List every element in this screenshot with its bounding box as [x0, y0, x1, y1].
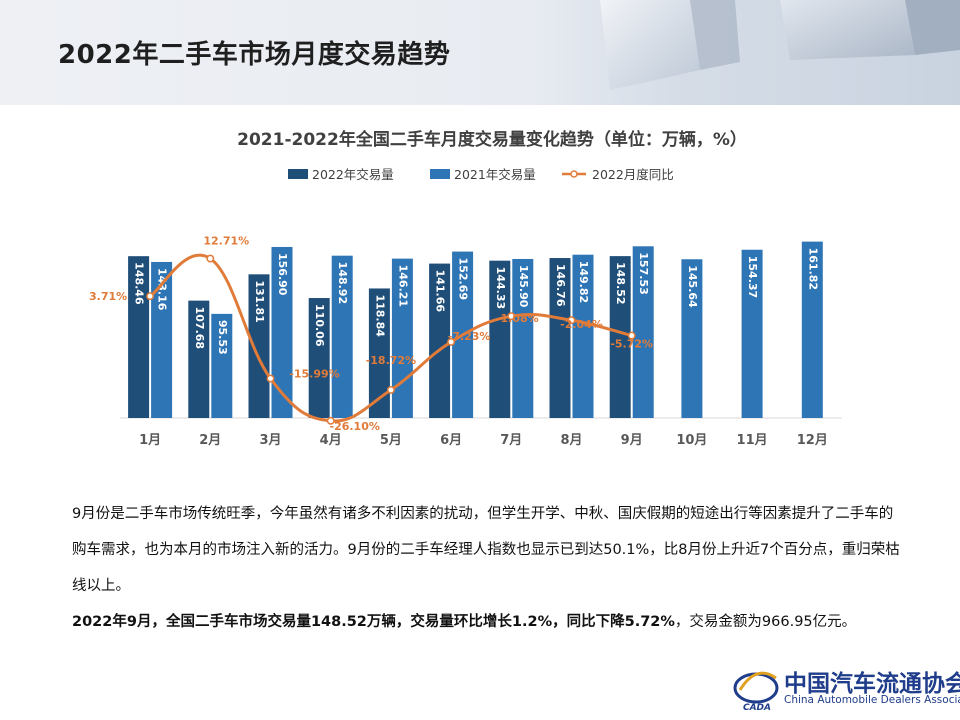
header-banner: 2022年二手车市场月度交易趋势 [0, 0, 960, 105]
bar-label-2022-8: 146.76 [554, 264, 567, 307]
bar-label-2021-9: 157.53 [637, 252, 650, 294]
summary-paragraph-1: 9月份是二手车市场传统旺季，今年虽然有诸多不利因素的扰动，但学生开学、中秋、国庆… [72, 506, 900, 594]
bar-label-2021-11: 154.37 [746, 256, 759, 298]
bar-2022-6 [429, 263, 451, 418]
yoy-point-1 [146, 292, 155, 301]
summary-text: 9月份是二手车市场传统旺季，今年虽然有诸多不利因素的扰动，但学生开学、中秋、国庆… [72, 496, 902, 640]
yoy-label-9: -5.72% [610, 338, 653, 351]
bar-2021-12 [801, 241, 823, 418]
x-tick-label-3: 3月 [259, 433, 281, 448]
yoy-label-6: -7.23% [448, 330, 491, 343]
page-title: 2022年二手车市场月度交易趋势 [58, 40, 451, 70]
bar-label-2022-4: 110.06 [313, 304, 326, 347]
x-tick-label-7: 7月 [500, 433, 522, 448]
bar-2022-4 [308, 298, 330, 418]
bar-label-2021-12: 161.82 [806, 248, 819, 290]
yoy-point-5 [386, 385, 395, 394]
bar-label-2021-2: 95.53 [216, 320, 229, 355]
emblem-text: CADA [743, 703, 771, 713]
logo-chinese-name: 中国汽车流通协会 [784, 670, 960, 697]
yoy-label-5: -18.72% [366, 354, 416, 367]
bar-2021-7 [512, 258, 534, 418]
yoy-point-8 [567, 316, 576, 325]
bar-label-2022-3: 131.81 [253, 280, 266, 322]
legend-label-3: 2022月度同比 [592, 167, 674, 182]
yoy-point-4 [326, 416, 335, 425]
bar-2022-2 [188, 300, 210, 418]
legend-marker-3 [570, 170, 578, 178]
yoy-point-9 [627, 331, 636, 340]
summary-highlight: 2022年9月，全国二手车市场交易量148.52万辆，交易量环比增长1.2%，同… [72, 614, 675, 630]
yoy-point-6 [447, 337, 456, 346]
cada-logo: CADA 中国汽车流通协会 China Automobile Dealers A… [732, 660, 960, 720]
x-tick-label-2: 2月 [199, 433, 221, 448]
bar-2022-7 [489, 260, 511, 418]
yoy-point-2 [206, 254, 215, 263]
bar-label-2022-6: 141.66 [434, 270, 447, 313]
bar-label-2021-10: 145.64 [686, 265, 699, 308]
x-tick-label-8: 8月 [560, 433, 582, 448]
bar-label-2022-1: 148.46 [133, 262, 146, 305]
x-tick-label-9: 9月 [621, 433, 643, 448]
yoy-label-3: -15.99% [289, 368, 339, 381]
legend-label-1: 2022年交易量 [312, 167, 394, 182]
chart-title: 2021-2022年全国二手车月度交易量变化趋势（单位：万辆，%） [237, 129, 747, 150]
bar-label-2021-3: 156.90 [276, 253, 289, 296]
legend-swatch-2 [430, 169, 450, 179]
bar-2021-11 [741, 249, 763, 418]
x-tick-label-1: 1月 [139, 433, 161, 448]
summary-rest: ，交易金额为966.95亿元。 [674, 614, 857, 630]
bar-2021-3 [271, 246, 293, 418]
bar-2022-8 [549, 258, 571, 418]
yoy-label-1: 3.71% [89, 290, 127, 303]
bar-2021-1 [151, 261, 173, 418]
yoy-point-3 [266, 374, 275, 383]
bar-2021-8 [572, 254, 594, 418]
yoy-point-7 [507, 312, 516, 321]
x-tick-label-6: 6月 [440, 433, 462, 448]
yoy-label-7: -1.08% [496, 312, 539, 325]
bar-label-2021-7: 145.90 [517, 265, 530, 308]
bar-label-2021-8: 149.82 [577, 261, 590, 303]
cada-emblem-icon: CADA [733, 671, 779, 713]
bar-2021-9 [632, 246, 654, 418]
bar-2022-5 [368, 288, 390, 418]
bar-label-2022-2: 107.68 [193, 307, 206, 349]
chart: 2021-2022年全国二手车月度交易量变化趋势（单位：万辆，%） 2022年交… [89, 129, 842, 448]
bar-2021-2 [211, 313, 233, 418]
summary-paragraph-2: 2022年9月，全国二手车市场交易量148.52万辆，交易量环比增长1.2%，同… [72, 604, 902, 640]
bar-2022-1 [128, 256, 150, 418]
x-tick-label-11: 11月 [737, 433, 768, 448]
bar-2021-4 [331, 255, 353, 418]
yoy-label-2: 12.71% [203, 235, 249, 248]
bar-label-2022-7: 144.33 [494, 267, 507, 309]
legend-swatch-1 [288, 169, 308, 179]
yoy-label-8: -2.04% [560, 318, 603, 331]
bar-label-2021-4: 148.92 [336, 262, 349, 304]
x-tick-label-4: 4月 [320, 433, 342, 448]
bar-2022-9 [609, 256, 631, 418]
decorative-cubes-icon [600, 0, 960, 90]
bar-2022-3 [248, 274, 270, 418]
legend-label-2: 2021年交易量 [454, 167, 536, 182]
bar-label-2022-5: 118.84 [373, 294, 386, 337]
chart-legend: 2022年交易量 2021年交易量 2022月度同比 [288, 167, 674, 182]
bar-label-2021-5: 146.21 [396, 265, 409, 307]
bar-label-2022-9: 148.52 [614, 262, 627, 304]
bar-2021-10 [681, 259, 703, 418]
x-tick-label-10: 10月 [676, 433, 707, 448]
logo-english-name: China Automobile Dealers Association [784, 694, 960, 706]
x-tick-label-5: 5月 [380, 433, 402, 448]
x-tick-label-12: 12月 [797, 433, 828, 448]
yoy-line [149, 253, 633, 423]
bar-label-2021-6: 152.69 [457, 258, 470, 300]
yoy-label-4: -26.10% [330, 420, 380, 433]
